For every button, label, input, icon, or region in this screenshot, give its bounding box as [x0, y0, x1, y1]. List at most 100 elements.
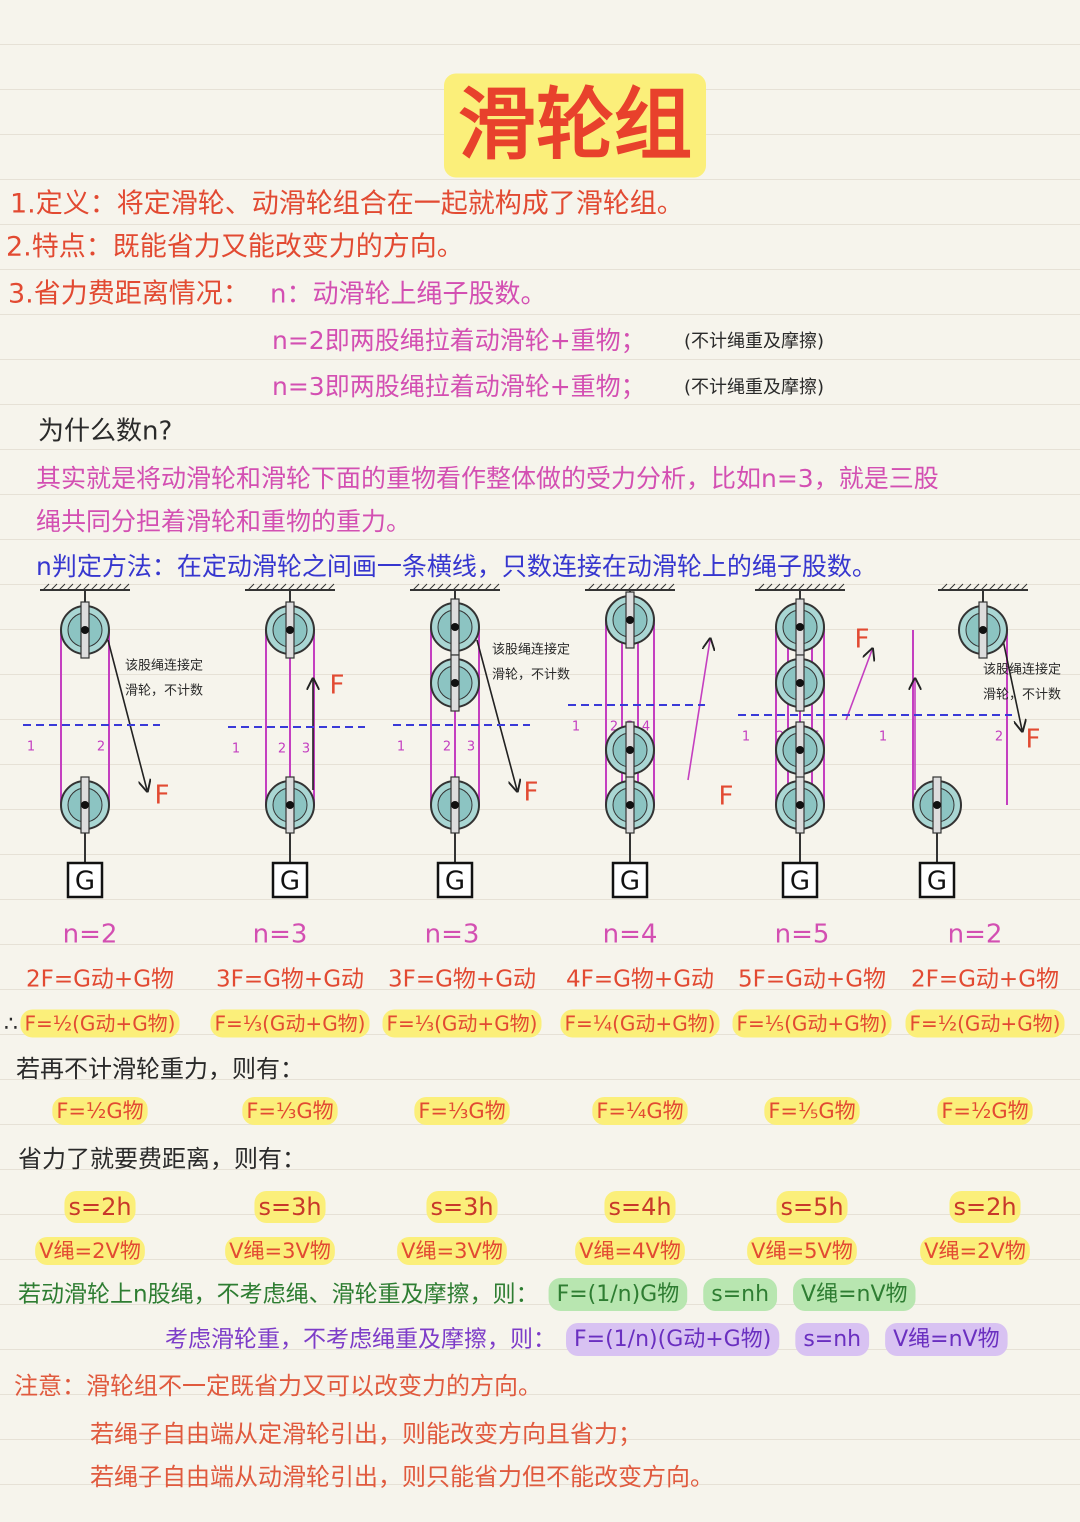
highlight: [548, 1278, 688, 1311]
explanation: 其实就是将动滑轮和滑轮下面的重物看作整体做的受力分析，比如n=3，就是三股: [36, 464, 939, 493]
balance: 4F=G物+G动: [566, 967, 714, 993]
highlight: [920, 1237, 1030, 1265]
ceiling-hatch: [311, 583, 319, 591]
weight-box: [436, 861, 474, 899]
weight-box: [918, 861, 956, 899]
ceiling-hatch: [972, 583, 980, 591]
force-formula: F=¼(G动+G物): [564, 1012, 715, 1036]
rope-free-end: [687, 640, 710, 781]
title: 滑轮组: [458, 80, 692, 170]
ceiling-hatch: [82, 583, 90, 591]
rope-note: 该股绳连接定: [983, 662, 1061, 678]
ceiling-hatch: [412, 583, 420, 591]
distance: s=2h: [953, 1193, 1016, 1221]
speed: V绳=2V物: [924, 1239, 1026, 1263]
ceiling-hatch: [603, 583, 611, 591]
ceiling-hatch: [42, 583, 50, 591]
strand-number: 3: [467, 740, 475, 755]
highlight: [414, 1097, 510, 1125]
rope-note: 滑轮，不计数: [492, 668, 570, 683]
ceiling-hatch: [821, 583, 829, 591]
highlight: [703, 1278, 778, 1311]
force-formula: F=½(G动+G物): [24, 1012, 175, 1036]
axle: [451, 623, 459, 631]
point: 1.定义：将定滑轮、动滑轮组合在一起就构成了滑轮组。: [10, 189, 684, 220]
notice-lead: 注意：滑轮组不一定既省力又可以改变力的方向。: [14, 1372, 542, 1400]
balance: 3F=G物+G动: [388, 967, 536, 993]
axle: [451, 801, 459, 809]
highlight: [560, 1009, 720, 1038]
highlight: [210, 1009, 370, 1038]
ceiling-hatch: [964, 583, 972, 591]
axle: [626, 801, 634, 809]
axle: [796, 623, 804, 631]
ceiling-hatch: [651, 583, 659, 591]
ceiling-hatch: [659, 583, 667, 591]
ceiling-hatch: [247, 583, 255, 591]
ceiling-hatch: [428, 583, 436, 591]
axle: [626, 616, 634, 624]
ceiling-hatch: [98, 583, 106, 591]
ceiling-hatch: [452, 583, 460, 591]
highlight: [254, 1191, 326, 1223]
rope-free-end: [476, 639, 517, 790]
ceiling-hatch: [106, 583, 114, 591]
ceiling-hatch: [460, 583, 468, 591]
n-value: n=3: [253, 920, 308, 950]
axle: [286, 801, 294, 809]
force-label: F: [524, 778, 539, 808]
point: 2.特点：既能省力又能改变力的方向。: [6, 232, 464, 263]
general-formula: s=nh: [711, 1282, 769, 1307]
ceiling-hatch: [956, 583, 964, 591]
balance: 2F=G动+G物: [911, 967, 1059, 993]
method: n判定方法：在定动滑轮之间画一条横线，只数连接在动滑轮上的绳子股数。: [36, 552, 877, 581]
highlight: [575, 1237, 685, 1265]
ceiling-hatch: [829, 583, 837, 591]
ceiling-hatch: [765, 583, 773, 591]
weight-label: G: [280, 867, 300, 897]
axle: [451, 679, 459, 687]
ceiling-hatch: [492, 583, 500, 591]
rope-note: 滑轮，不计数: [983, 688, 1061, 703]
ceiling-hatch: [773, 583, 781, 591]
question: 为什么数n?: [38, 417, 172, 447]
ceiling-hatch: [757, 583, 765, 591]
ceiling-hatch: [813, 583, 821, 591]
speed: V绳=3V物: [229, 1239, 331, 1263]
ceiling-hatch: [327, 583, 335, 591]
ceiling-hatch: [627, 583, 635, 591]
axle: [81, 626, 89, 634]
distance: s=4h: [608, 1193, 671, 1221]
ceiling-hatch: [980, 583, 988, 591]
strand-number: 1: [397, 740, 405, 755]
highlight: [397, 1237, 507, 1265]
n-value: n=2: [63, 920, 118, 950]
general-formula: F=(1/n)G物: [557, 1282, 680, 1307]
highlight: [382, 1009, 542, 1038]
weight-label: G: [445, 867, 465, 897]
axle: [979, 626, 987, 634]
highlight: [225, 1237, 335, 1265]
ceiling-hatch: [58, 583, 66, 591]
highlight: [905, 1009, 1065, 1038]
highlight: [35, 1237, 145, 1265]
ideal-formula: F=⅕G物: [768, 1099, 855, 1123]
ceiling-hatch: [1020, 583, 1028, 591]
ceiling-hatch: [255, 583, 263, 591]
highlight: [604, 1191, 676, 1223]
ceiling-hatch: [1004, 583, 1012, 591]
strand-number: 4: [642, 720, 650, 735]
explanation: 绳共同分担着滑轮和重物的重力。: [36, 507, 411, 536]
distance: s=3h: [430, 1193, 493, 1221]
highlight: [949, 1191, 1021, 1223]
force-formula: F=⅓(G动+G物): [214, 1012, 365, 1036]
strand-number: 1: [27, 740, 35, 755]
strand-number: 1: [879, 730, 887, 745]
ideal-formula: F=⅓G物: [418, 1099, 505, 1123]
ceiling-hatch: [114, 583, 122, 591]
ideal-formula: F=¼G物: [596, 1099, 683, 1123]
general-formula: s=nh: [803, 1327, 861, 1352]
force-label: F: [719, 782, 734, 812]
force-label: F: [155, 781, 170, 811]
